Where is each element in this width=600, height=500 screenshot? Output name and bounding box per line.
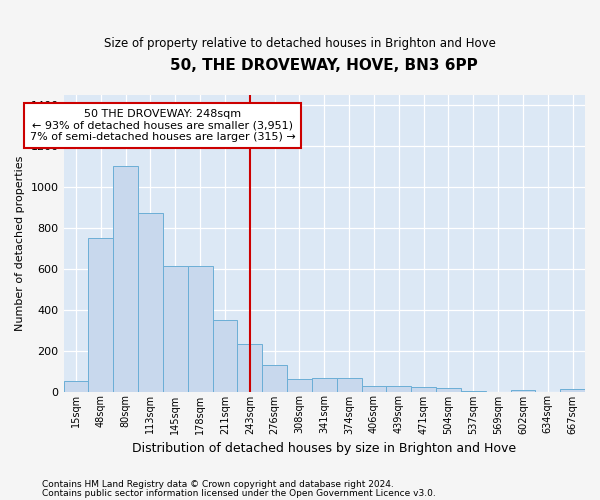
Bar [411, 388, 436, 392]
Bar [138, 214, 163, 392]
Bar [88, 238, 113, 392]
Bar [262, 365, 287, 392]
Bar [560, 390, 585, 392]
Bar [238, 344, 262, 392]
Bar [287, 379, 312, 392]
X-axis label: Distribution of detached houses by size in Brighton and Hove: Distribution of detached houses by size … [132, 442, 517, 455]
Bar [337, 378, 362, 392]
Text: Contains HM Land Registry data © Crown copyright and database right 2024.: Contains HM Land Registry data © Crown c… [42, 480, 394, 489]
Bar [386, 386, 411, 392]
Bar [113, 166, 138, 392]
Bar [188, 266, 212, 392]
Text: 50 THE DROVEWAY: 248sqm
← 93% of detached houses are smaller (3,951)
7% of semi-: 50 THE DROVEWAY: 248sqm ← 93% of detache… [30, 109, 296, 142]
Bar [312, 378, 337, 392]
Bar [436, 388, 461, 392]
Title: 50, THE DROVEWAY, HOVE, BN3 6PP: 50, THE DROVEWAY, HOVE, BN3 6PP [170, 58, 478, 72]
Y-axis label: Number of detached properties: Number of detached properties [15, 156, 25, 330]
Text: Contains public sector information licensed under the Open Government Licence v3: Contains public sector information licen… [42, 489, 436, 498]
Bar [163, 266, 188, 392]
Bar [212, 320, 238, 392]
Bar [362, 386, 386, 392]
Bar [511, 390, 535, 392]
Text: Size of property relative to detached houses in Brighton and Hove: Size of property relative to detached ho… [104, 38, 496, 51]
Bar [64, 382, 88, 392]
